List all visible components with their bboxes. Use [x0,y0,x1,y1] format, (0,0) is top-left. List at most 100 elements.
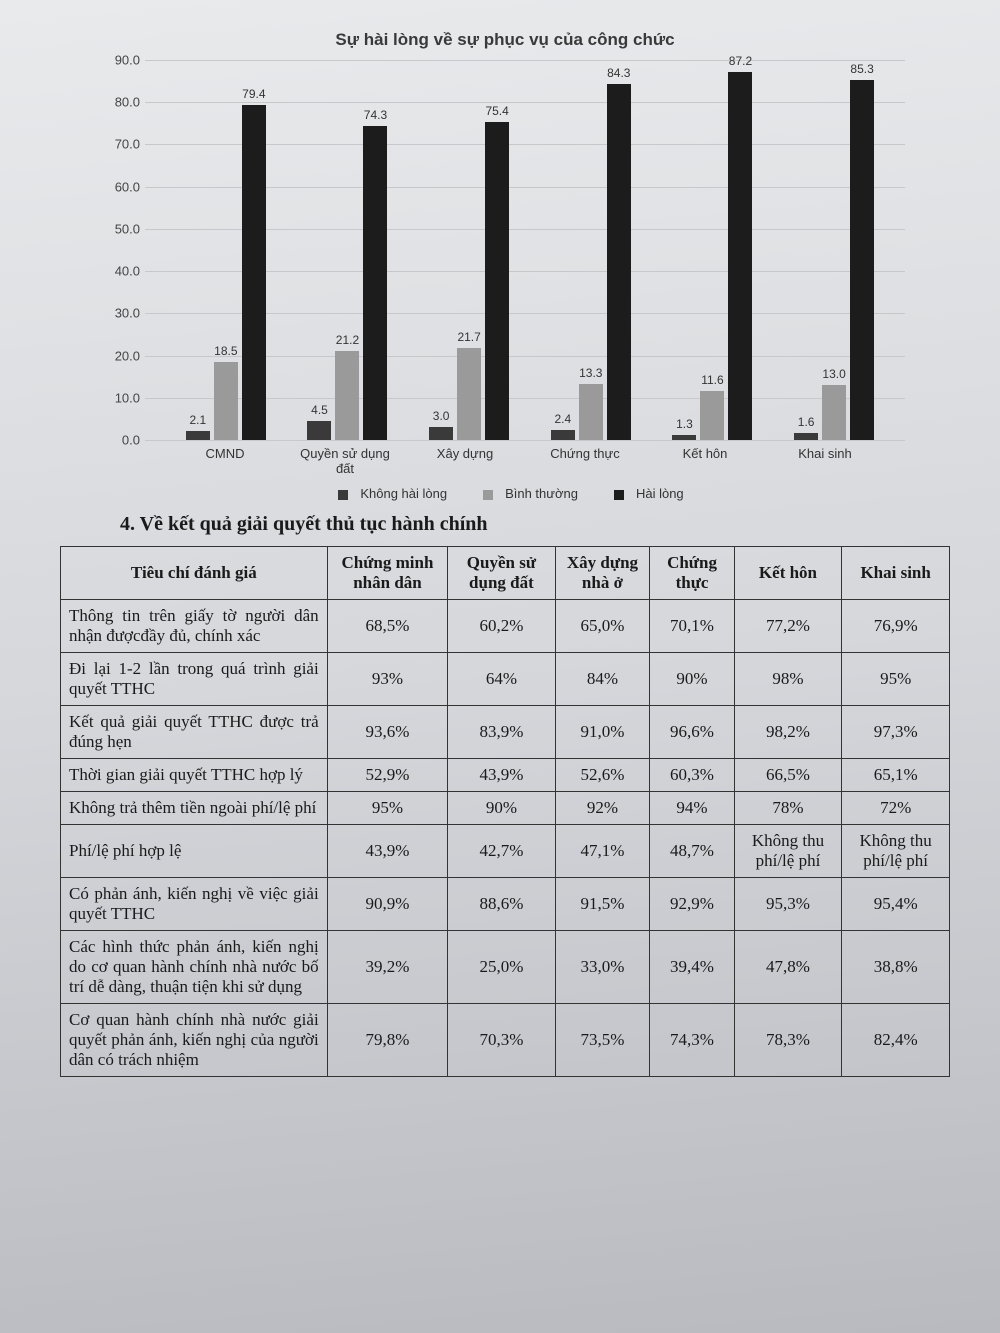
table-cell: 91,5% [555,878,650,931]
page: Sự hài lòng về sự phục vụ của công chức … [0,0,1000,1333]
table-row: Đi lại 1-2 lần trong quá trình giải quyế… [61,653,950,706]
chart-xtick: Kết hôn [655,446,755,476]
table-header-row: Tiêu chí đánh giáChứng minh nhân dânQuyề… [61,547,950,600]
table-cell: 25,0% [448,931,555,1004]
table-header-cell: Kết hôn [734,547,842,600]
table-row: Thông tin trên giấy tờ người dân nhận đư… [61,600,950,653]
table-cell: 60,2% [448,600,555,653]
table-cell: Có phản ánh, kiến nghị về việc giải quyế… [61,878,328,931]
chart-legend: Không hài lòngBình thườngHài lòng [95,486,915,501]
table-cell: 91,0% [555,706,650,759]
chart-bar: 87.2 [728,72,752,440]
table-cell: 82,4% [842,1004,950,1077]
chart-bar-label: 1.3 [676,417,693,431]
chart-xtick: Xây dựng [415,446,515,476]
section-heading: 4. Về kết quả giải quyết thủ tục hành ch… [120,513,950,536]
table-cell: 39,4% [650,931,734,1004]
table-row: Các hình thức phản ánh, kiến nghị do cơ … [61,931,950,1004]
table-cell: Thông tin trên giấy tờ người dân nhận đư… [61,600,328,653]
table-row: Cơ quan hành chính nhà nước giải quyết p… [61,1004,950,1077]
table-cell: 47,1% [555,825,650,878]
chart-bar-label: 4.5 [311,403,328,417]
table-cell: 64% [448,653,555,706]
table-cell: 78,3% [734,1004,842,1077]
chart-bar: 1.3 [672,435,696,440]
table-header-cell: Quyền sử dụng đất [448,547,555,600]
chart-bar: 84.3 [607,84,631,440]
table-cell: 72% [842,792,950,825]
table-cell: 73,5% [555,1004,650,1077]
chart-ytick: 40.0 [95,264,140,279]
table-cell: 92% [555,792,650,825]
table-cell: 95,3% [734,878,842,931]
table-cell: 90,9% [327,878,448,931]
chart-bar: 13.0 [822,385,846,440]
chart-ytick: 20.0 [95,348,140,363]
chart-bar: 79.4 [242,105,266,440]
chart-bar-label: 18.5 [214,344,237,358]
table-cell: Cơ quan hành chính nhà nước giải quyết p… [61,1004,328,1077]
chart-bar: 21.2 [335,351,359,441]
table-cell: Không trả thêm tiền ngoài phí/lệ phí [61,792,328,825]
table-cell: 38,8% [842,931,950,1004]
chart-bar-label: 75.4 [485,104,508,118]
table-cell: 68,5% [327,600,448,653]
chart-ytick: 60.0 [95,179,140,194]
chart-bar-label: 87.2 [729,54,752,68]
table-cell: 90% [448,792,555,825]
table-cell: Các hình thức phản ánh, kiến nghị do cơ … [61,931,328,1004]
chart-bar: 85.3 [850,80,874,440]
table-cell: 48,7% [650,825,734,878]
chart-bar-label: 3.0 [433,409,450,423]
table-cell: 65,1% [842,759,950,792]
table-cell: 47,8% [734,931,842,1004]
chart-bar-label: 13.3 [579,366,602,380]
chart-ytick: 10.0 [95,390,140,405]
chart-bar: 2.1 [186,431,210,440]
table-cell: Thời gian giải quyết TTHC hợp lý [61,759,328,792]
chart-bar-group: 4.521.274.3 [307,60,387,440]
table-row: Không trả thêm tiền ngoài phí/lệ phí95%9… [61,792,950,825]
legend-item: Không hài lòng [326,486,447,501]
legend-swatch [614,490,624,500]
chart-bar: 74.3 [363,126,387,440]
chart-bar-group: 3.021.775.4 [429,60,509,440]
chart-bar-label: 74.3 [364,108,387,122]
table-cell: 97,3% [842,706,950,759]
chart-ytick: 80.0 [95,95,140,110]
table-cell: 93,6% [327,706,448,759]
table-cell: 83,9% [448,706,555,759]
legend-item: Hài lòng [602,486,684,501]
table-cell: Kết quả giải quyết TTHC được trả đúng hẹ… [61,706,328,759]
results-table: Tiêu chí đánh giáChứng minh nhân dânQuyề… [60,546,950,1077]
chart-bar-label: 11.6 [701,373,723,387]
chart-bar-group: 2.413.384.3 [551,60,631,440]
table-row: Có phản ánh, kiến nghị về việc giải quyế… [61,878,950,931]
chart-bar-label: 84.3 [607,66,630,80]
table-cell: Đi lại 1-2 lần trong quá trình giải quyế… [61,653,328,706]
table-cell: 95,4% [842,878,950,931]
chart-ytick: 30.0 [95,306,140,321]
chart-gridline [145,440,905,441]
table-header-cell: Xây dựng nhà ở [555,547,650,600]
table-cell: 76,9% [842,600,950,653]
chart-bar-label: 13.0 [822,367,845,381]
table-cell: 43,9% [327,825,448,878]
table-body: Thông tin trên giấy tờ người dân nhận đư… [61,600,950,1077]
chart-xtick: CMND [175,446,275,476]
table-cell: 60,3% [650,759,734,792]
table-cell: Không thu phí/lệ phí [734,825,842,878]
table-row: Kết quả giải quyết TTHC được trả đúng hẹ… [61,706,950,759]
table-row: Phí/lệ phí hợp lệ43,9%42,7%47,1%48,7%Khô… [61,825,950,878]
chart-bar: 3.0 [429,427,453,440]
table-cell: 78% [734,792,842,825]
chart-bar: 4.5 [307,421,331,440]
table-cell: 52,9% [327,759,448,792]
chart-bar-label: 21.2 [336,333,359,347]
chart-xtick: Chứng thực [535,446,635,476]
table-header-cell: Khai sinh [842,547,950,600]
table-cell: 74,3% [650,1004,734,1077]
chart-bar: 1.6 [794,433,818,440]
chart-ytick: 0.0 [95,433,140,448]
table-cell: 98,2% [734,706,842,759]
